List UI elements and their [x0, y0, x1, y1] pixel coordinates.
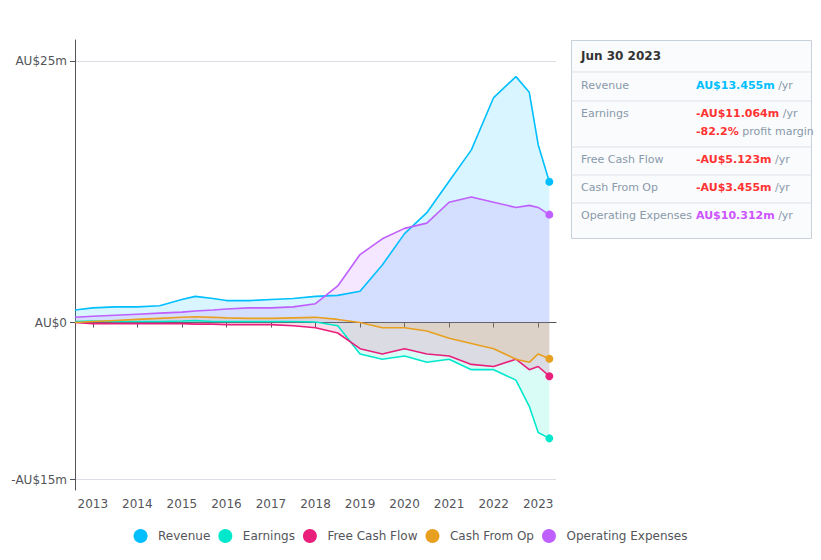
svg-text:Earnings: Earnings	[243, 529, 295, 543]
svg-text:AU$25m: AU$25m	[15, 54, 67, 68]
svg-text:/yr: /yr	[772, 153, 791, 166]
svg-text:2017: 2017	[256, 497, 287, 511]
svg-text:-AU$11.064m: -AU$11.064m	[696, 107, 779, 120]
svg-text:2015: 2015	[167, 497, 198, 511]
svg-text:Jun 30 2023: Jun 30 2023	[580, 49, 661, 63]
svg-text:AU$10.312m: AU$10.312m	[696, 209, 775, 222]
svg-text:/yr: /yr	[772, 181, 791, 194]
svg-text:-AU$15m: -AU$15m	[11, 473, 67, 487]
svg-text:Operating Expenses: Operating Expenses	[566, 529, 687, 543]
svg-text:2023: 2023	[523, 497, 554, 511]
svg-text:2020: 2020	[389, 497, 420, 511]
svg-text:Free Cash Flow: Free Cash Flow	[327, 529, 417, 543]
svg-text:Cash From Op: Cash From Op	[450, 529, 534, 543]
svg-text:-AU$5.123m: -AU$5.123m	[696, 153, 772, 166]
svg-text:Earnings: Earnings	[581, 107, 629, 120]
svg-text:/yr: /yr	[775, 79, 794, 92]
svg-text:2022: 2022	[478, 497, 509, 511]
svg-text:2013: 2013	[78, 497, 109, 511]
svg-text:/yr: /yr	[775, 209, 794, 222]
svg-text:2019: 2019	[345, 497, 376, 511]
svg-text:AU$13.455m: AU$13.455m	[696, 79, 775, 92]
svg-text:AU$0: AU$0	[35, 316, 67, 330]
svg-text:2016: 2016	[211, 497, 242, 511]
svg-text:-AU$3.455m: -AU$3.455m	[696, 181, 772, 194]
svg-text:-82.2%: -82.2%	[696, 125, 739, 138]
svg-text:Revenue: Revenue	[158, 529, 210, 543]
svg-text:Operating Expenses: Operating Expenses	[581, 209, 692, 222]
svg-text:/yr: /yr	[779, 107, 798, 120]
svg-text:2014: 2014	[122, 497, 153, 511]
svg-text:2018: 2018	[300, 497, 331, 511]
svg-text:2021: 2021	[434, 497, 465, 511]
svg-text:Cash From Op: Cash From Op	[581, 181, 658, 194]
svg-text:profit margin: profit margin	[739, 125, 814, 138]
svg-text:Revenue: Revenue	[581, 79, 629, 92]
svg-text:Free Cash Flow: Free Cash Flow	[581, 153, 664, 166]
